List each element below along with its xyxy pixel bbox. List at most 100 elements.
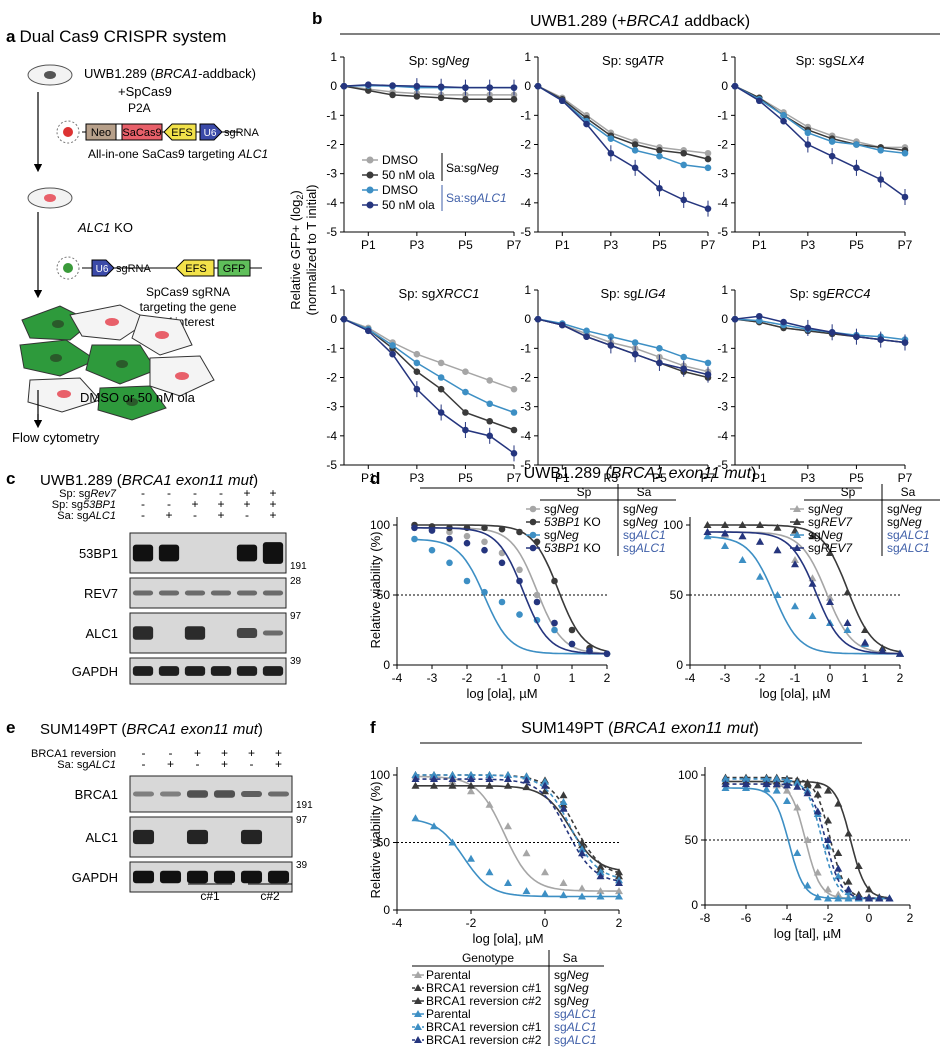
viability-point — [844, 885, 853, 893]
legend-header-sp: Sp — [841, 485, 856, 499]
x-tick-label: P7 — [898, 238, 913, 252]
panel-f-letter: f — [370, 718, 376, 737]
viability-point — [596, 872, 605, 880]
efs-label-2: EFS — [185, 263, 206, 275]
panel-d-ylabel: Relative viability (%) — [368, 531, 383, 648]
condition-sign: + — [167, 757, 174, 771]
x-tick-label: P5 — [652, 238, 667, 252]
gfp-point — [413, 368, 421, 375]
blot-band — [240, 790, 263, 798]
viability-point — [885, 894, 894, 902]
panel-e-condition-rows: BRCA1 reversion - - + + + +Sa: sgALC1- + - + - + — [31, 746, 282, 771]
clone1-label: c#1 — [200, 889, 220, 903]
gfp-point — [704, 371, 712, 378]
viability-point — [551, 577, 558, 585]
x-axis-label: log [ola], µM — [472, 931, 543, 946]
condition-row-label: Sp: sg53BP1 — [52, 499, 116, 511]
y-tick-label: 100 — [370, 768, 390, 782]
blot-membrane — [129, 612, 287, 654]
gfp-point — [901, 339, 909, 346]
gfp-point — [877, 336, 885, 343]
gfp-point — [731, 82, 739, 90]
y-tick-label: -4 — [520, 196, 531, 210]
blot-label: GAPDH — [72, 664, 118, 679]
gfp-point — [680, 353, 688, 361]
y-tick-label: 1 — [524, 283, 531, 297]
viability-point — [826, 549, 834, 556]
condition-sign: + — [221, 746, 228, 760]
blot-alc1: ALC1 97 — [85, 611, 302, 654]
gfp-plot-2: Sp: sgATR 1 0 -1 -2 -3 -4 -5 P1 P3 P5 P7 — [520, 50, 715, 252]
y-tick-label: -1 — [717, 341, 728, 355]
legend-swatch-marker — [529, 505, 537, 513]
legend-swatch-marker — [793, 505, 801, 512]
blot-band — [236, 627, 258, 639]
gfp-point — [631, 141, 639, 148]
viability-point — [446, 559, 453, 567]
y-tick-label: 100 — [663, 518, 683, 532]
viability-point — [803, 778, 812, 786]
x-tick-label: P5 — [458, 471, 473, 485]
viability-point — [516, 611, 523, 618]
viability-point — [762, 780, 771, 788]
gfp-point — [780, 117, 787, 125]
gfp-point — [437, 374, 445, 381]
condition-sign: + — [243, 486, 250, 500]
y-tick-label: -4 — [717, 429, 728, 443]
y-tick-label: -3 — [520, 167, 531, 181]
x-tick-label: P7 — [898, 471, 913, 485]
viability-point — [615, 887, 623, 895]
legend-sa-label: sgALC1 — [623, 541, 666, 555]
mw-marker: 191 — [290, 561, 307, 572]
dose-response-curve — [415, 819, 619, 898]
gfp-series-line — [343, 318, 515, 431]
y-tick-label: 0 — [330, 312, 337, 326]
viability-point — [463, 539, 471, 547]
y-tick-label: -1 — [520, 108, 531, 122]
dose-response-curve — [414, 527, 607, 655]
gfp-point — [583, 333, 590, 340]
viability-plot-left: 0 50 100 -4 -3 -2 -1 0 1 2 log [ola], µM — [370, 517, 611, 701]
panel-e-title: SUM149PT (BRCA1 exon11 mut) — [40, 721, 263, 738]
condition-sign: - — [141, 508, 145, 522]
x-tick-label: P1 — [361, 471, 376, 485]
gfp-point — [437, 94, 445, 102]
blot-band — [240, 829, 263, 845]
viability-point — [430, 781, 438, 789]
y-tick-label: -3 — [326, 167, 337, 181]
blot-band — [262, 590, 284, 596]
gfp-point — [804, 324, 812, 332]
blot-membrane — [129, 657, 287, 685]
gfp-point — [704, 155, 712, 163]
legend-header-sa: Sa — [563, 951, 578, 965]
blot-band — [186, 829, 209, 845]
blot-band — [186, 870, 209, 884]
y-tick-label: 1 — [330, 50, 337, 64]
viability-point — [578, 892, 586, 900]
viability-point — [793, 849, 802, 856]
viability-point — [742, 774, 750, 782]
blot-band — [262, 542, 284, 564]
viability-point — [504, 781, 512, 789]
panel-a-letter: a — [6, 27, 16, 46]
svg-text:DMSO: DMSO — [382, 153, 418, 167]
viability-point — [448, 781, 457, 789]
legend-sa-label: sgNeg — [887, 515, 922, 529]
y-tick-label: -4 — [717, 196, 728, 210]
viability-point — [568, 626, 576, 634]
gfp-point — [534, 82, 542, 90]
gfp-series-line — [343, 318, 515, 414]
x-tick-label: P3 — [801, 471, 816, 485]
virus-core-icon — [63, 127, 73, 137]
panel-f-ylabel: Relative viability (%) — [368, 781, 383, 898]
blot-label: ALC1 — [85, 626, 118, 641]
gfp-point — [607, 342, 615, 349]
legend-swatch-marker — [793, 518, 801, 525]
viability-point — [522, 783, 531, 791]
blot-membrane — [129, 861, 293, 893]
blot-band — [267, 791, 290, 797]
viability-point — [875, 894, 884, 902]
condition-sign: - — [167, 497, 171, 511]
treatment-label: DMSO or 50 nM ola — [80, 390, 196, 405]
viability-point — [481, 588, 488, 596]
